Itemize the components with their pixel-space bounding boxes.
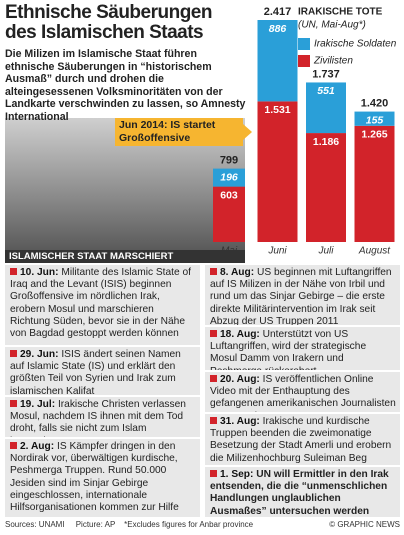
value-label: 886 [269, 23, 287, 35]
entry-date: 29. Jun: [20, 349, 59, 360]
copyright: © GRAPHIC NEWS [329, 520, 400, 529]
picture-credit: Picture: AP [75, 520, 116, 529]
sources: Sources: UNAMI [5, 520, 65, 529]
value-label: 603 [220, 189, 238, 201]
bar-segment [257, 20, 298, 102]
entry-date: 1. Sep: [220, 469, 254, 480]
footer: Sources: UNAMI Picture: AP *Excludes fig… [5, 520, 400, 529]
legend-label: Zivilisten [313, 56, 353, 67]
timeline-entry: 29. Jun: ISIS ändert seinen Namen auf Is… [5, 347, 200, 395]
entry-text: US beginnen mit Luftangriffen auf IS Mil… [210, 267, 392, 325]
bullet [210, 268, 217, 275]
total-label: 1.420 [361, 97, 389, 109]
legend-swatch [298, 55, 310, 67]
title: Ethnische Säuberungen des Islamischen St… [5, 2, 212, 43]
bar-segment [306, 82, 346, 134]
value-label: 155 [366, 114, 384, 126]
timeline-entry: 10. Jun: Militante des Islamic State of … [5, 265, 200, 345]
legend-label: Irakische Soldaten [314, 39, 397, 50]
entry-date: 18. Aug: [220, 329, 260, 340]
value-label: 551 [317, 85, 335, 97]
value-label: 196 [220, 171, 238, 183]
entry-date: 19. Jul: [20, 399, 56, 410]
timeline-entry: 19. Jul: Irakische Christen verlassen Mo… [5, 397, 200, 437]
bar-segment [213, 186, 245, 242]
total-label: 2.417 [264, 6, 292, 18]
entry-text: Irakische Christen verlassen Mosul, nach… [10, 399, 186, 437]
entry-date: 20. Aug: [220, 374, 260, 385]
bullet [210, 375, 217, 382]
entry-date: 31. Aug: [220, 416, 260, 427]
bullet [210, 417, 217, 424]
timeline-entry: 20. Aug: IS veröffentlichen Online Video… [205, 372, 400, 412]
value-label: 1.531 [264, 104, 290, 116]
bar-segment [354, 111, 395, 126]
entry-text: ISIS ändert seinen Namen auf Islamic Sta… [10, 349, 181, 395]
value-label: 1.265 [361, 129, 387, 141]
intro: Die Milizen im Islamische Staat führen e… [5, 48, 246, 123]
bar-segment [213, 168, 245, 187]
timeline-entry: 1. Sep: UN will Ermittler in den Irak en… [205, 467, 400, 517]
bullet [10, 350, 17, 357]
timeline-entry: 8. Aug: US beginnen mit Luftangriffen au… [205, 265, 400, 325]
chart: 603196799Mai1.5318862.417Juni1.1865511.7… [213, 6, 397, 257]
timeline-entry: 2. Aug: IS Kämpfer dringen in den Nordir… [5, 439, 200, 517]
bar-segment [306, 133, 346, 242]
timeline-entry: 31. Aug: Irakische und kurdische Truppen… [205, 414, 400, 465]
entry-date: 2. Aug: [20, 441, 55, 452]
legend-swatch [298, 38, 310, 50]
entry-text: IS veröffentlichen Online Video mit der … [210, 374, 396, 412]
x-tick-label: Juni [267, 246, 287, 257]
annotation-arrow [243, 124, 252, 140]
entry-text: IS Kämpfer dringen in den Nordirak vor, … [10, 441, 179, 514]
x-tick-label: Juli [317, 246, 334, 257]
value-label: 1.186 [313, 136, 339, 148]
legend-subtitle: (UN, Mai-Aug*) [298, 20, 366, 31]
entry-text: Irakische und kurdische Truppen beenden … [210, 416, 392, 464]
legend-title: Irakische Tote [298, 7, 383, 18]
entry-date: 10. Jun: [20, 267, 59, 278]
entry-date: 8. Aug: [220, 267, 255, 278]
footnote: *Excludes figures for Anbar province [124, 520, 254, 529]
total-label: 799 [220, 155, 238, 167]
bar-segment [257, 101, 298, 242]
bullet [10, 268, 17, 275]
bullet [10, 400, 17, 407]
entry-text: UN will Ermittler in den Irak entsenden,… [210, 469, 389, 517]
photo-caption: Islamischer Staat marschiert [5, 250, 245, 263]
bullet [210, 470, 217, 477]
annotation: Jun 2014: IS startet Großoffensive [115, 118, 243, 146]
entry-text: Militante des Islamic State of Iraq and … [10, 267, 192, 340]
bullet [210, 330, 217, 337]
total-label: 1.737 [312, 68, 340, 80]
bar-segment [354, 125, 395, 242]
bullet [10, 442, 17, 449]
entry-text: Unterstützt von US Luftangriffen, wird d… [210, 329, 367, 370]
timeline-entry: 18. Aug: Unterstützt von US Luftangriffe… [205, 327, 400, 370]
x-tick-label: August [358, 246, 391, 257]
